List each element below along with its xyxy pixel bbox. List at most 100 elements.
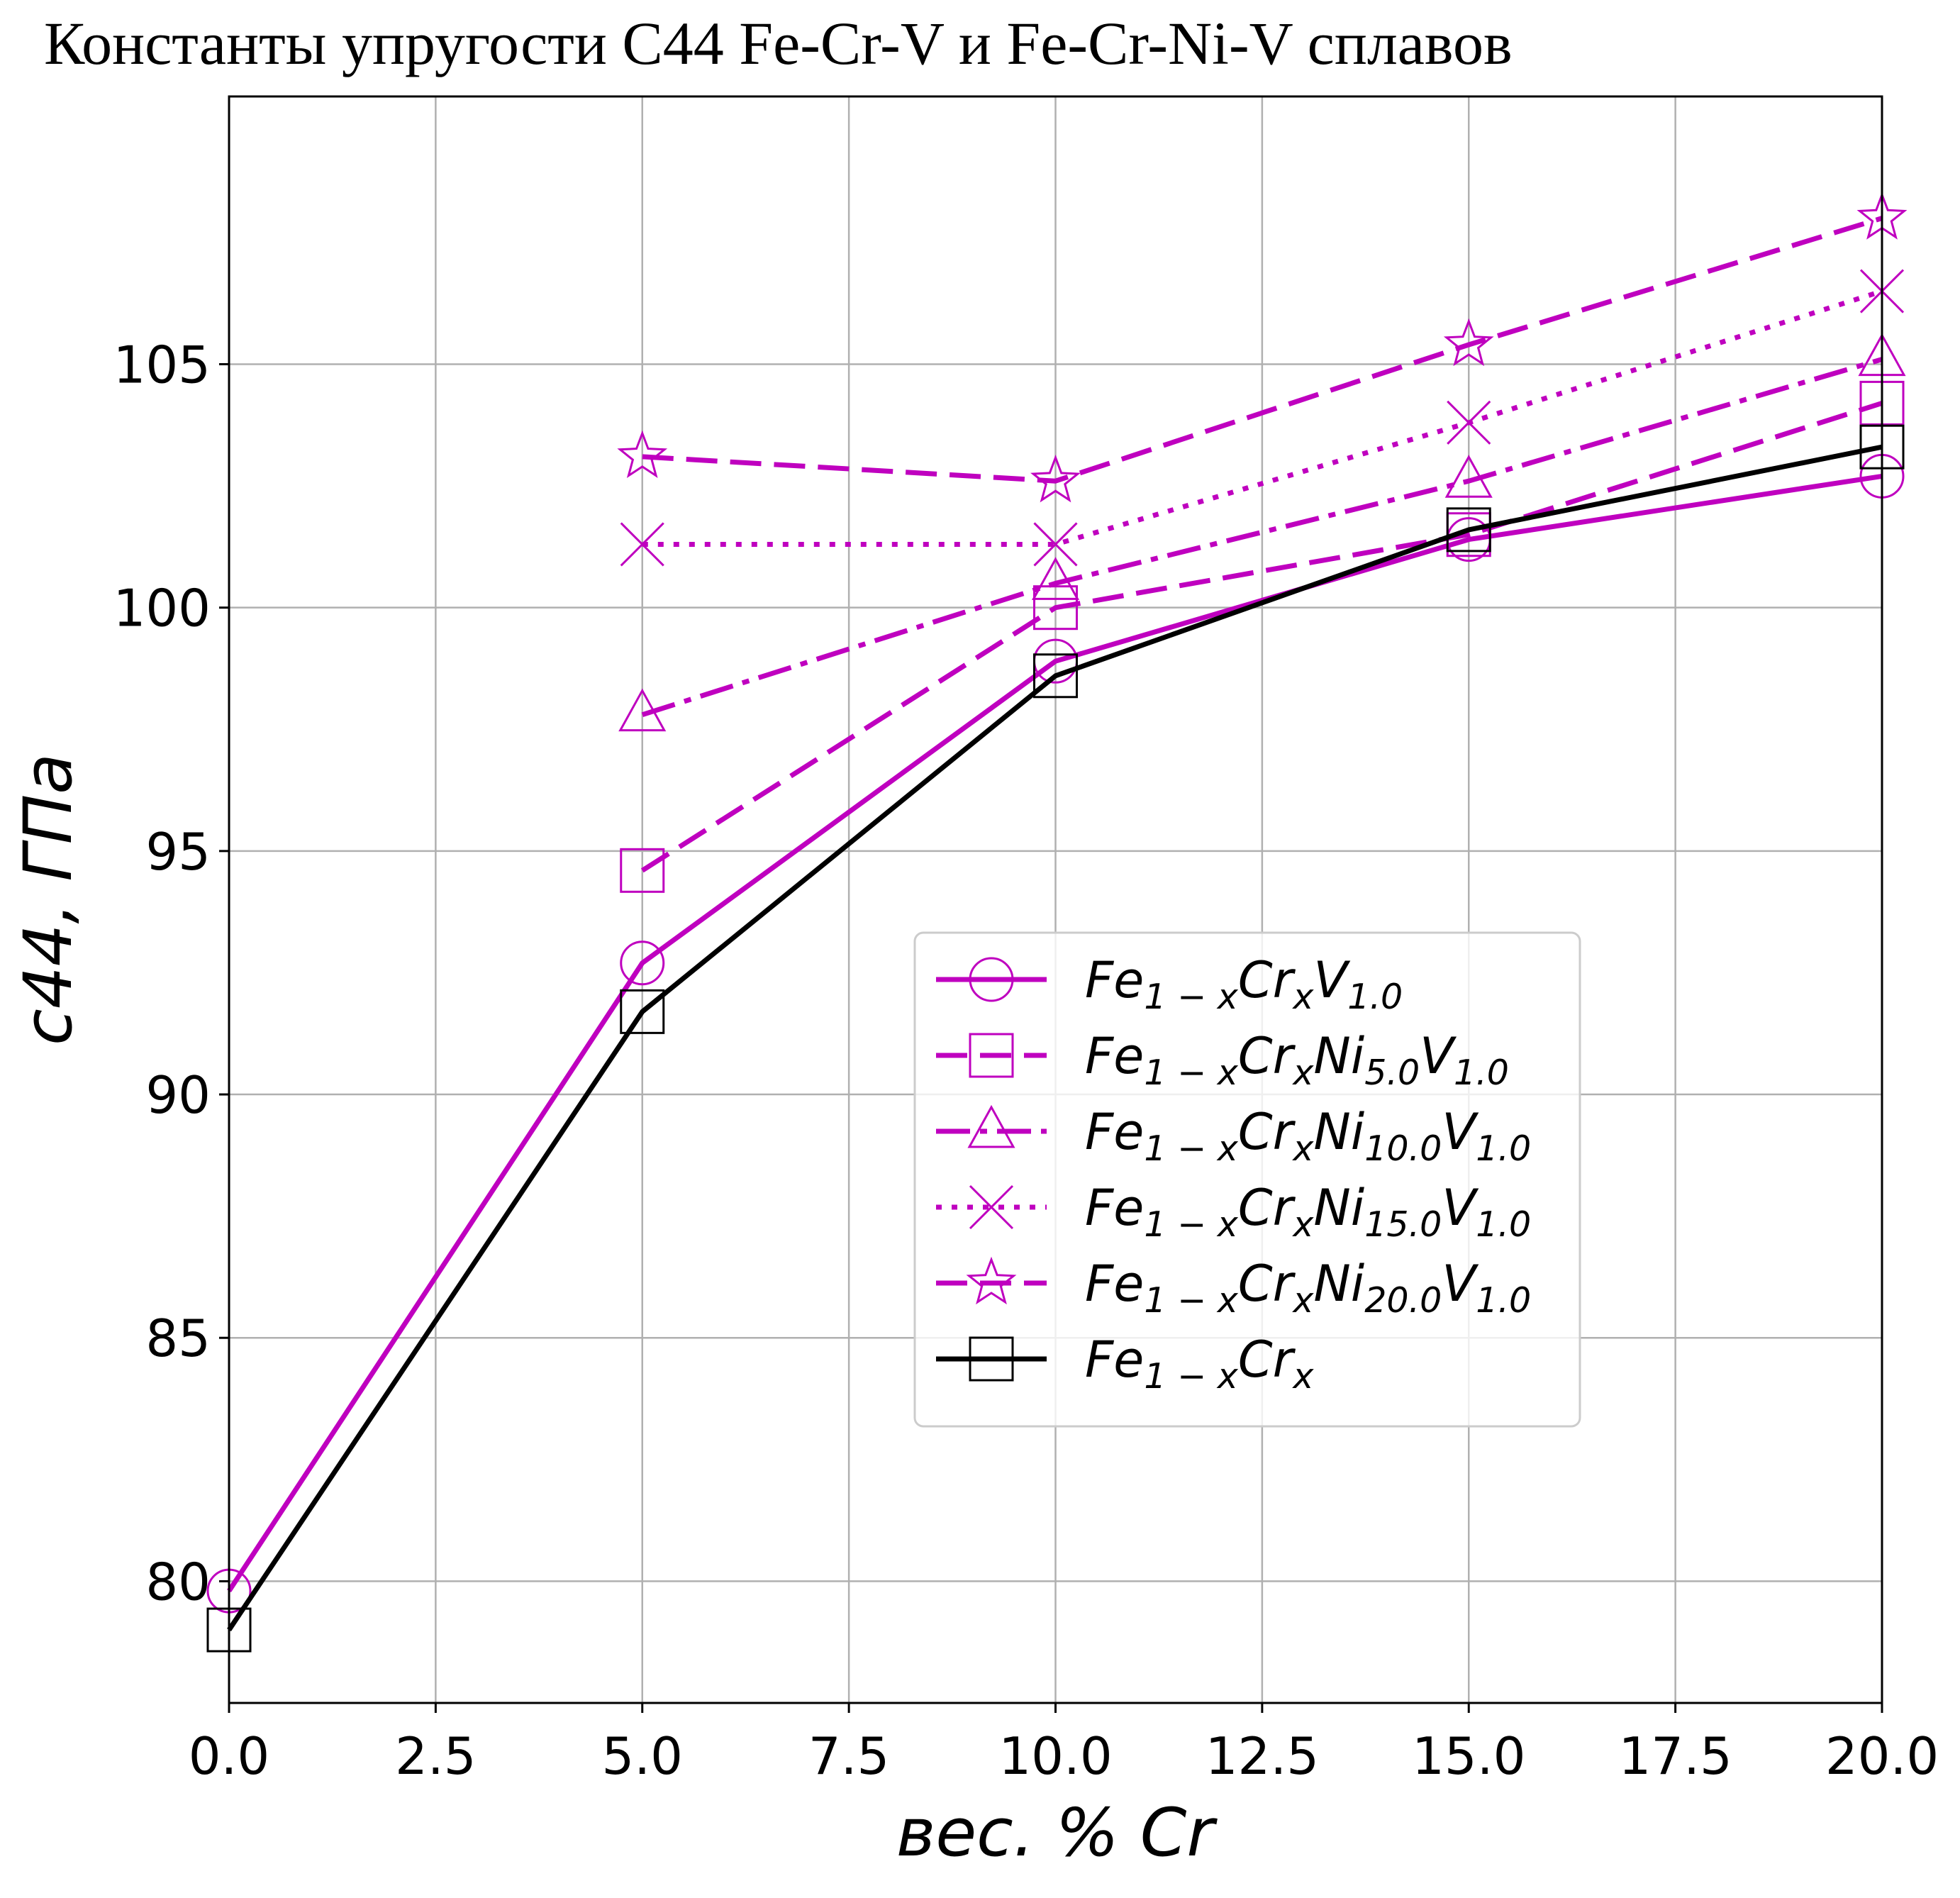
- legend-entry: Fe1 − xCrxNi5.0V1.0: [936, 1027, 1509, 1093]
- legend-symbol: Cr: [1238, 1255, 1296, 1313]
- legend-entry: Fe1 − xCrxNi10.0V1.0: [936, 1103, 1531, 1169]
- x-tick-label: 5.0: [601, 1726, 683, 1786]
- legend-subscript: x: [1291, 1204, 1314, 1245]
- legend-label: Fe1 − xCrxV1.0: [1085, 951, 1403, 1017]
- legend-subscript: 1 − x: [1144, 1204, 1238, 1245]
- series-line: [641, 357, 1883, 718]
- data-point-star: [617, 430, 668, 479]
- legend-symbol: V: [1442, 1103, 1479, 1161]
- legend-frame: [913, 931, 1581, 1428]
- legend-marker-circle: [969, 957, 1014, 1002]
- legend-subscript: 1.0: [1347, 977, 1403, 1017]
- legend-subscript: 1.0: [1476, 1204, 1531, 1245]
- legend-marker-square: [969, 1033, 1014, 1078]
- legend-subscript: x: [1291, 1280, 1314, 1321]
- legend-symbol: V: [1313, 951, 1350, 1009]
- series-line: [640, 401, 1883, 873]
- x-tick-label: 0.0: [189, 1726, 270, 1786]
- legend-symbol: V: [1442, 1255, 1479, 1313]
- legend-symbol: Cr: [1238, 1331, 1296, 1389]
- legend-subscript: 1.0: [1476, 1280, 1531, 1321]
- legend-symbol: Cr: [1238, 1179, 1296, 1237]
- legend-subscript: 15.0: [1364, 1204, 1442, 1245]
- legend-subscript: 10.0: [1364, 1128, 1442, 1169]
- legend-label: Fe1 − xCrx: [1085, 1331, 1314, 1397]
- legend-entry: Fe1 − xCrxNi15.0V1.0: [936, 1179, 1531, 1245]
- legend-entry: Fe1 − xCrx: [936, 1331, 1314, 1397]
- legend-subscript: 20.0: [1364, 1280, 1442, 1321]
- y-tick-label: 95: [145, 822, 211, 882]
- legend-symbol: Fe: [1085, 1103, 1144, 1161]
- x-tick-label: 12.5: [1205, 1726, 1319, 1786]
- series-line: [642, 216, 1883, 484]
- legend-symbol: Ni: [1313, 1179, 1364, 1237]
- data-point-square: [620, 989, 665, 1034]
- legend-subscript: 5.0: [1364, 1053, 1420, 1093]
- legend-symbol: Fe: [1085, 951, 1144, 1009]
- series-layer: [206, 192, 1908, 1653]
- series-5: [617, 192, 1908, 503]
- grid: [228, 96, 1883, 1703]
- legend-subscript: 1 − x: [1144, 977, 1238, 1017]
- y-tick-label: 105: [113, 335, 211, 395]
- legend-label: Fe1 − xCrxNi10.0V1.0: [1085, 1103, 1531, 1169]
- legend-symbol: Fe: [1085, 1027, 1144, 1085]
- data-point-x: [1033, 522, 1078, 567]
- y-tick-label: 80: [145, 1552, 211, 1611]
- legend-subscript: 1 − x: [1144, 1053, 1238, 1093]
- data-point-square: [1033, 653, 1078, 699]
- data-point-square: [1446, 507, 1491, 553]
- y-tick-label: 100: [113, 579, 211, 638]
- x-tick-label: 10.0: [998, 1726, 1112, 1786]
- legend-subscript: 1 − x: [1144, 1280, 1238, 1321]
- chart-title: Константы упругости C44 Fe-Cr-V и Fe-Cr-…: [44, 9, 1513, 77]
- x-tick-label: 15.0: [1412, 1726, 1525, 1786]
- x-axis-label: вес. % Cr: [896, 1794, 1218, 1872]
- legend-subscript: x: [1291, 1356, 1314, 1397]
- legend-symbol: Ni: [1313, 1027, 1364, 1085]
- axis-ticks: 0.0 2.5 5.0 7.5 10.0 12.5 15.0 17.5 20.0 80 85 90 95…: [113, 335, 1939, 1787]
- legend-label: Fe1 − xCrxNi20.0V1.0: [1085, 1255, 1531, 1321]
- data-point-star: [1030, 454, 1081, 503]
- legend-entry: Fe1 − xCrxNi20.0V1.0: [936, 1255, 1531, 1321]
- series-line: [642, 289, 1883, 547]
- legend-subscript: 1 − x: [1144, 1356, 1238, 1397]
- legend-label: Fe1 − xCrxNi5.0V1.0: [1085, 1027, 1509, 1093]
- x-tick-label: 2.5: [395, 1726, 477, 1786]
- legend-symbol: Ni: [1313, 1103, 1364, 1161]
- legend-subscript: x: [1291, 1053, 1314, 1093]
- x-tick-label: 7.5: [808, 1726, 890, 1786]
- legend-marker-x: [969, 1184, 1014, 1230]
- legend-symbol: Ni: [1313, 1255, 1364, 1313]
- legend-symbol: V: [1420, 1027, 1457, 1085]
- legend-symbol: Fe: [1085, 1331, 1144, 1389]
- legend-symbol: Cr: [1238, 951, 1296, 1009]
- x-tick-label: 20.0: [1825, 1726, 1939, 1786]
- data-point-square: [1033, 585, 1078, 631]
- legend-symbol: Fe: [1085, 1179, 1144, 1237]
- series-line: [227, 444, 1883, 1631]
- data-point-triangle: [1031, 557, 1080, 600]
- legend-entry: Fe1 − xCrxV1.0: [936, 951, 1403, 1017]
- legend-subscript: 1.0: [1476, 1128, 1531, 1169]
- legend-label: Fe1 − xCrxNi15.0V1.0: [1085, 1179, 1531, 1245]
- legend-marker-star: [966, 1256, 1017, 1305]
- x-tick-label: 17.5: [1618, 1726, 1732, 1786]
- legend-symbol: Cr: [1238, 1027, 1296, 1085]
- legend-marker-square: [969, 1336, 1014, 1382]
- data-point-x: [620, 522, 664, 567]
- data-point-triangle: [618, 688, 667, 732]
- y-tick-label: 90: [145, 1065, 211, 1125]
- legend-subscript: x: [1291, 1128, 1314, 1169]
- series-line: [227, 473, 1883, 1593]
- data-point-triangle: [1444, 455, 1493, 498]
- legend-symbol: Fe: [1085, 1255, 1144, 1313]
- legend-subscript: x: [1291, 977, 1314, 1017]
- data-point-star: [1443, 318, 1494, 367]
- legend-marker-triangle: [967, 1104, 1015, 1148]
- y-tick-label: 85: [145, 1309, 211, 1368]
- y-axis-label: c44, ГПа: [10, 753, 87, 1045]
- legend-subscript: 1 − x: [1144, 1128, 1238, 1169]
